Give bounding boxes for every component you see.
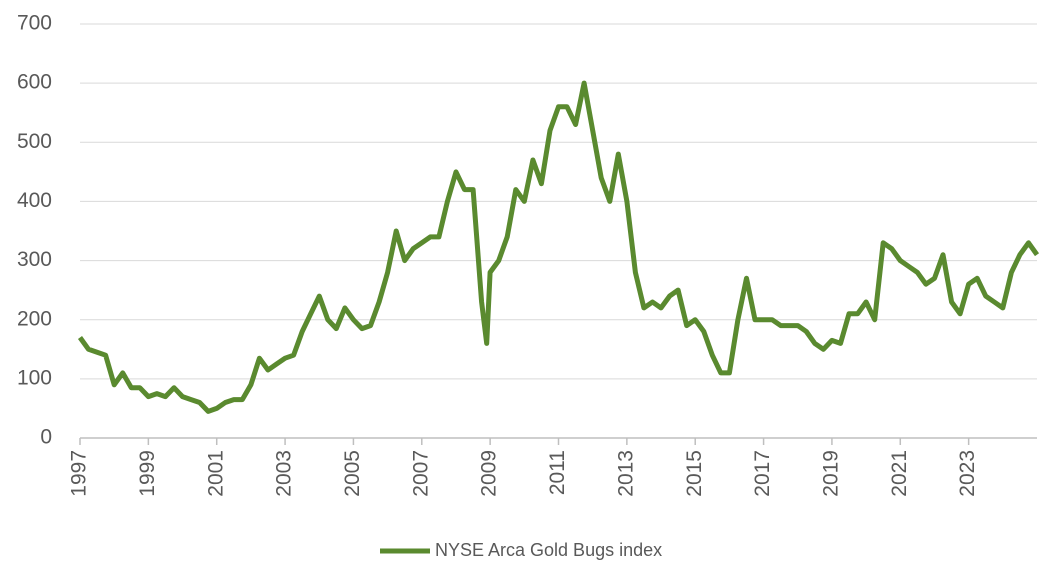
x-tick-label: 2005 — [341, 450, 364, 497]
y-tick-label: 600 — [17, 71, 52, 94]
y-tick-label: 100 — [17, 366, 52, 389]
x-tick-label: 2013 — [614, 450, 637, 497]
data-line — [77, 80, 1040, 414]
x-tick-label: 2007 — [409, 450, 432, 497]
y-tick-label: 700 — [17, 12, 52, 35]
y-tick-label: 300 — [17, 248, 52, 271]
x-tick-label: 1999 — [136, 450, 159, 497]
x-tick-label: 2023 — [956, 450, 979, 497]
y-tick-label: 0 — [40, 426, 52, 449]
x-tick-label: 2017 — [751, 450, 774, 497]
x-tick-label: 2015 — [683, 450, 706, 497]
x-tick-label: 2011 — [546, 450, 569, 495]
legend-label: NYSE Arca Gold Bugs index — [435, 540, 662, 560]
y-tick-label: 200 — [17, 307, 52, 330]
x-tick-label: 2003 — [273, 450, 296, 497]
y-tick-label: 400 — [17, 189, 52, 212]
x-tick-label: 2021 — [888, 450, 911, 497]
x-tick-label: 2009 — [478, 450, 501, 497]
y-tick-label: 500 — [17, 130, 52, 153]
x-tick-label: 2019 — [819, 450, 842, 497]
x-tick-label: 2001 — [204, 450, 227, 497]
x-tick-label: 1997 — [68, 450, 91, 497]
